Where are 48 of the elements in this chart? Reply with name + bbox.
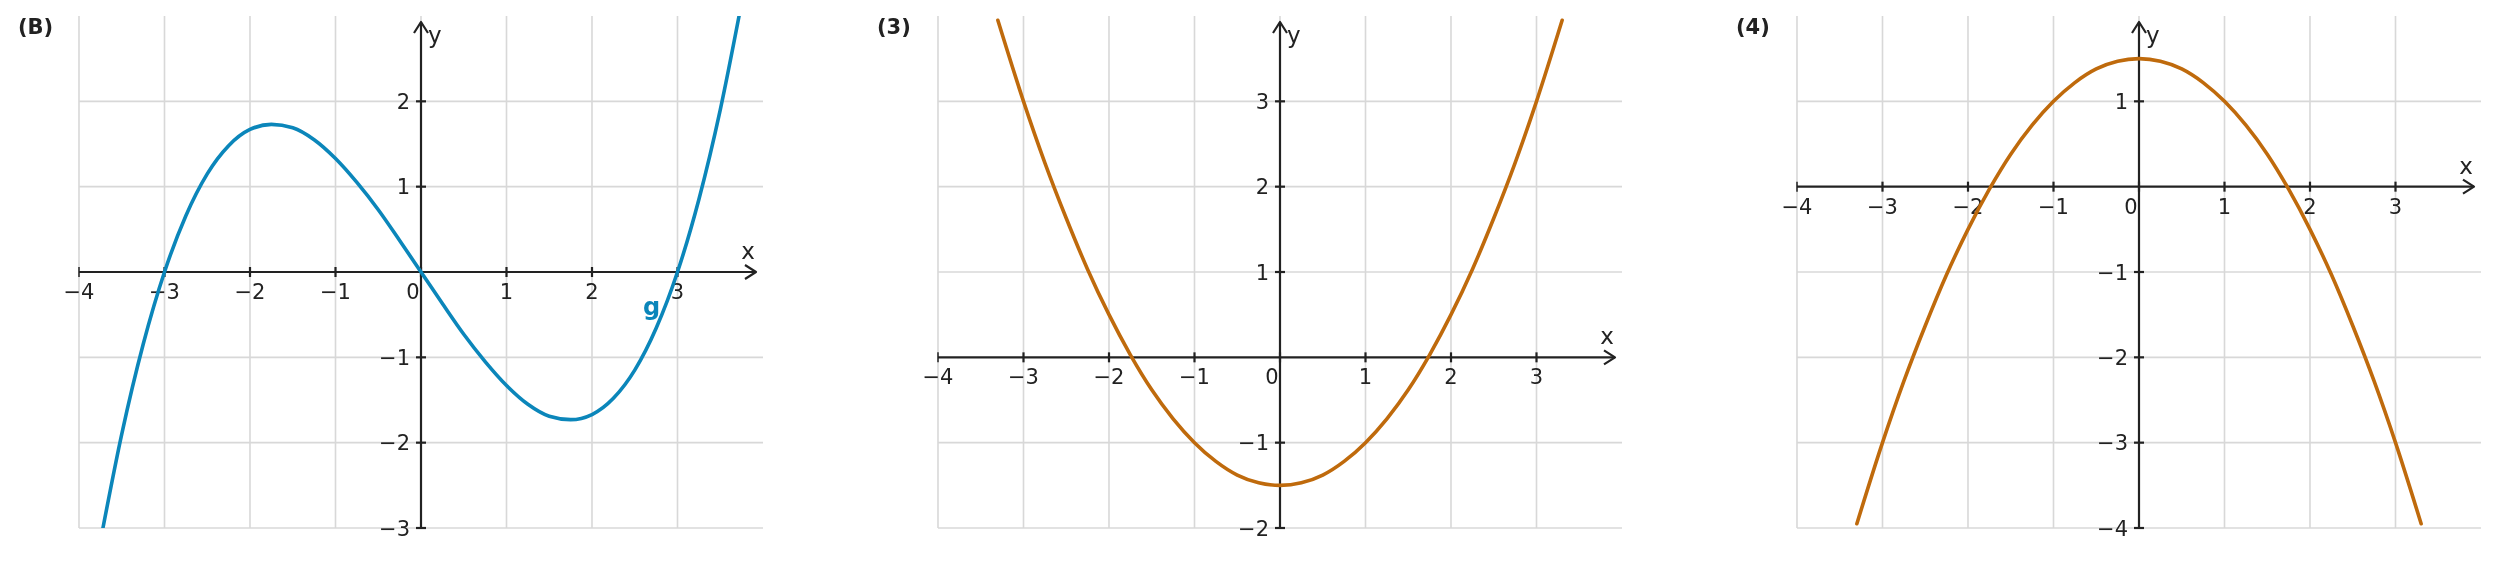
x-tick-label: −1 bbox=[2038, 194, 2069, 219]
x-tick-label: 0 bbox=[1265, 365, 1279, 390]
x-tick-label: 3 bbox=[1529, 365, 1544, 390]
x-tick-label: −4 bbox=[1781, 194, 1813, 219]
x-axis-title: x bbox=[2459, 152, 2473, 179]
y-axis-title: y bbox=[1287, 22, 1301, 48]
chart-title: (3) bbox=[877, 15, 911, 39]
x-tick-label: 3 bbox=[670, 280, 685, 304]
y-tick-label: 2 bbox=[396, 89, 410, 114]
series-label: g bbox=[642, 292, 661, 321]
x-tick-label: 0 bbox=[406, 280, 420, 304]
y-tick-label: 1 bbox=[396, 175, 410, 200]
y-tick-label: −1 bbox=[379, 345, 410, 370]
x-tick-label: −1 bbox=[320, 280, 351, 304]
y-tick-label: −2 bbox=[1238, 516, 1269, 541]
y-tick-label: −3 bbox=[2097, 431, 2128, 456]
y-tick-label: −1 bbox=[2097, 260, 2128, 285]
y-tick-label: −1 bbox=[1238, 431, 1269, 456]
x-axis-title: x bbox=[741, 238, 755, 264]
x-tick-label: −3 bbox=[1008, 365, 1039, 390]
x-tick-label: −1 bbox=[1179, 365, 1210, 390]
x-tick-label: 3 bbox=[2388, 194, 2403, 219]
y-tick-label: −2 bbox=[379, 431, 410, 456]
x-tick-label: −2 bbox=[234, 280, 266, 304]
y-axis-title: y bbox=[2146, 22, 2160, 48]
x-tick-label: 2 bbox=[585, 280, 599, 304]
x-tick-label: 1 bbox=[499, 280, 514, 304]
y-tick-label: 1 bbox=[2114, 89, 2128, 114]
x-tick-label: −3 bbox=[1867, 194, 1898, 219]
y-tick-label: 1 bbox=[1255, 260, 1269, 285]
x-tick-label: 1 bbox=[1358, 365, 1373, 390]
y-axis-title: y bbox=[428, 22, 442, 48]
x-tick-label: −2 bbox=[1093, 365, 1125, 390]
y-tick-label: −2 bbox=[2097, 345, 2128, 370]
y-tick-label: −4 bbox=[2097, 516, 2128, 541]
x-tick-label: 0 bbox=[2124, 194, 2138, 219]
x-tick-label: 1 bbox=[2217, 194, 2232, 219]
line-series bbox=[996, 18, 1564, 488]
x-tick-label: −4 bbox=[63, 280, 95, 304]
y-tick-label: −3 bbox=[379, 516, 410, 541]
x-tick-label: −4 bbox=[922, 365, 954, 390]
chart-title: (4) bbox=[1736, 15, 1770, 39]
chart-title: (B) bbox=[18, 15, 54, 39]
y-tick-label: 2 bbox=[1255, 175, 1269, 200]
x-tick-label: 2 bbox=[1444, 365, 1458, 390]
y-tick-label: 3 bbox=[1255, 89, 1269, 114]
x-axis-title: x bbox=[1600, 323, 1614, 350]
x-tick-label: 2 bbox=[2303, 194, 2317, 219]
